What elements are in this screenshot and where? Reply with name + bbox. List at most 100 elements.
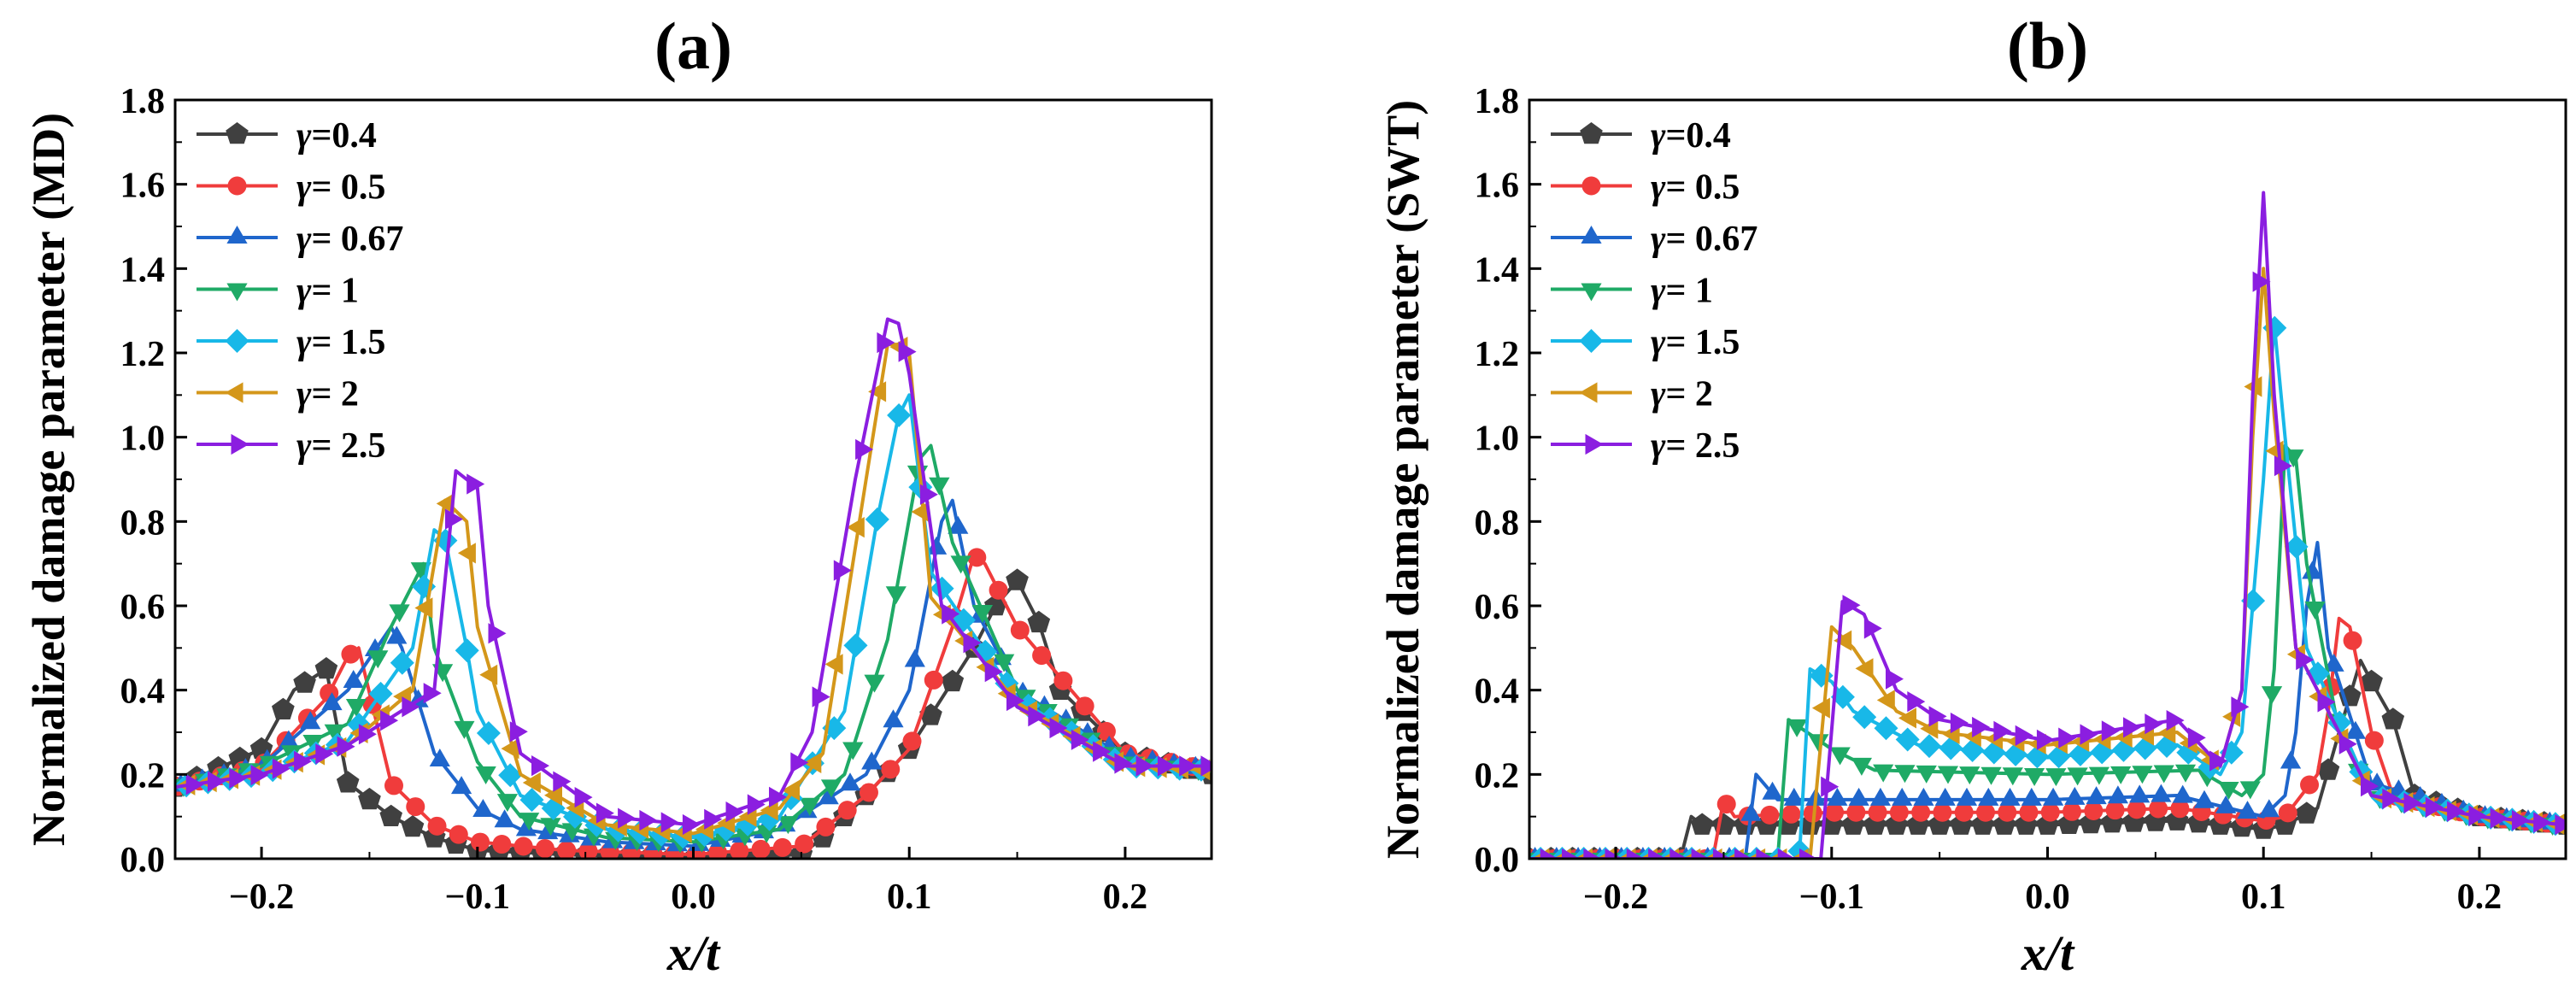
chart-b-legend-label-4: γ= 1.5 [1651, 323, 1740, 362]
chart-a-series-2-marker-35 [925, 536, 948, 555]
chart-b-series-2-marker-34 [2258, 799, 2280, 818]
chart-a-series-0-marker-40 [1027, 610, 1051, 633]
chart-a-series-6-marker-38 [1006, 690, 1024, 712]
chart-a-xtick-label-1: −0.1 [445, 878, 510, 917]
chart-a-series-4-marker-13 [455, 638, 479, 663]
chart-a-legend-marker-3 [226, 283, 248, 302]
chart-a-series-6-marker-5 [294, 750, 313, 772]
chart-b-plot-area [1529, 191, 2566, 859]
chart-a-series-2-marker-10 [386, 625, 408, 644]
chart-a-series-6-marker-12 [445, 508, 463, 530]
chart-b-series-4-marker-16 [1874, 716, 1898, 741]
chart-a-series-3-marker-6 [302, 735, 324, 753]
chart-b-series-5-marker-16 [1876, 690, 1895, 711]
chart-a-series-2-marker-31 [839, 772, 861, 791]
chart-a-series-3-marker-37 [971, 605, 993, 623]
chart-a-series-6-marker-25 [725, 801, 744, 823]
chart-a-legend-marker-6 [231, 433, 249, 455]
chart-b-ytick-label-0: 0.0 [1475, 841, 1520, 880]
chart-b-series-2-marker-32 [2215, 795, 2237, 813]
chart-a-series-6-marker-13 [466, 473, 485, 495]
chart-b-series-2-marker-16 [1869, 787, 1891, 806]
chart-b-series-3-marker-28 [2132, 766, 2153, 784]
chart-b-series-1-marker-23 [2019, 802, 2039, 822]
chart-a-series-5-marker-27 [760, 800, 778, 821]
chart-a-series-5-marker-14 [479, 664, 498, 685]
chart-a-series-1-marker-28 [772, 837, 792, 857]
chart-a-series-1-marker-11 [406, 797, 425, 817]
chart-a-series-5-marker-30 [824, 654, 843, 675]
chart-a-series-1-marker-12 [427, 816, 447, 836]
chart-a-xtick-label-0: −0.2 [229, 878, 294, 917]
chart-a-series-5-marker-17 [544, 784, 562, 806]
chart-b-series-5-marker-15 [1855, 658, 1874, 679]
chart-a-series-6-marker-35 [942, 603, 960, 625]
chart-a-series-5-marker-13 [457, 543, 476, 564]
chart-a-series-6-marker-22 [660, 812, 679, 833]
chart-b-series-3-marker-18 [1916, 765, 1937, 784]
chart-b-series-3-marker-16 [1873, 764, 1894, 783]
chart-b-series-1-marker-39 [2364, 731, 2384, 750]
chart-b-series-3-marker-24 [2045, 768, 2067, 787]
chart-a-series-0-marker-10 [379, 804, 402, 826]
chart-a-legend-marker-1 [227, 176, 247, 196]
chart-a-xtick-label-2: 0.0 [671, 878, 716, 917]
chart-b-series-2-marker-11 [1762, 781, 1783, 800]
chart-a-series-5-marker-11 [414, 597, 433, 619]
chart-b-series-6-marker-29 [2166, 710, 2185, 731]
chart-b-series-6-marker-6 [1669, 848, 1688, 859]
chart-a-series-2-marker-13 [451, 776, 472, 795]
chart-b-series-2-marker-27 [2107, 785, 2128, 804]
chart-a-series-3-marker-36 [950, 555, 971, 574]
chart-a-series-6-marker-6 [315, 743, 334, 765]
chart-a-series-6-marker-43 [1114, 753, 1133, 774]
chart-a-series-1-marker-37 [967, 548, 987, 567]
chart-b-title: (b) [2007, 9, 2088, 83]
chart-a-series-1-marker-10 [384, 776, 403, 795]
chart-b-series-2-marker-15 [1848, 787, 1869, 806]
chart-b-series-4-marker-15 [1852, 705, 1877, 730]
chart-a-legend-label-4: γ= 1.5 [296, 323, 385, 362]
chart-b-xtick-label-4: 0.2 [2457, 878, 2503, 917]
chart-b-series-6-marker-15 [1863, 618, 1882, 639]
chart-b-series-3-marker-34 [2261, 686, 2283, 705]
chart-b-series-1-marker-11 [1760, 805, 1780, 825]
chart-b-series-3-marker-13 [1808, 734, 1829, 753]
chart-a-series-3-marker-14 [475, 766, 496, 784]
chart-b-series-2-marker-29 [2151, 784, 2172, 802]
chart-b-series-1-marker-29 [2149, 799, 2168, 819]
chart-a-series-6-marker-29 [812, 686, 830, 707]
chart-a-legend-label-1: γ= 0.5 [296, 168, 385, 208]
chart-a-series-6-marker-28 [790, 752, 809, 773]
chart-a-series-6-marker-40 [1049, 717, 1068, 739]
chart-a-series-1-marker-31 [837, 801, 857, 820]
chart-a-series-2-marker-14 [472, 799, 494, 817]
chart-panel-a: (a) −0.2 −0.1 0.0 0.1 0.2 0.0 0.2 0.4 0.6 0.8 1.0 1.… [23, 9, 1213, 981]
chart-b-series-5-marker-14 [1834, 630, 1852, 651]
chart-b-series-6-marker-47 [2555, 813, 2566, 836]
chart-b-series-6-marker-16 [1886, 668, 1904, 690]
chart-b-series-2-marker-14 [1827, 787, 1848, 806]
chart-b-ytick-label-9: 1.8 [1475, 82, 1520, 121]
chart-b-series-1-marker-22 [1998, 802, 2017, 822]
chart-a-series-6-marker-36 [963, 632, 982, 654]
chart-b-series-1-marker-18 [1911, 802, 1931, 822]
chart-b-series-4-marker-18 [1917, 734, 1941, 759]
chart-b-series-3-marker-21 [1980, 766, 2002, 785]
chart-a-series-1-marker-8 [341, 644, 361, 664]
chart-a-series-1-marker-42 [1075, 696, 1094, 716]
chart-b-series-1-marker-9 [1716, 795, 1736, 814]
chart-b-series-6-marker-18 [1928, 706, 1947, 727]
chart-b-series-1-marker-35 [2278, 803, 2297, 823]
chart-b-series-6-marker-33 [2252, 271, 2271, 292]
chart-a-series-3-marker-18 [561, 823, 583, 842]
chart-a-series-6-marker-0 [185, 774, 204, 795]
chart-a-series-1-marker-35 [924, 670, 943, 690]
chart-b-series-6-marker-32 [2231, 696, 2250, 718]
chart-b-ytick-label-6: 1.2 [1475, 335, 1520, 374]
chart-a-series-6-marker-34 [919, 484, 938, 505]
chart-b-legend-label-0: γ=0.4 [1651, 116, 1731, 156]
chart-a-series-3-marker-10 [389, 604, 410, 623]
chart-a-series-3-marker-9 [367, 650, 389, 669]
